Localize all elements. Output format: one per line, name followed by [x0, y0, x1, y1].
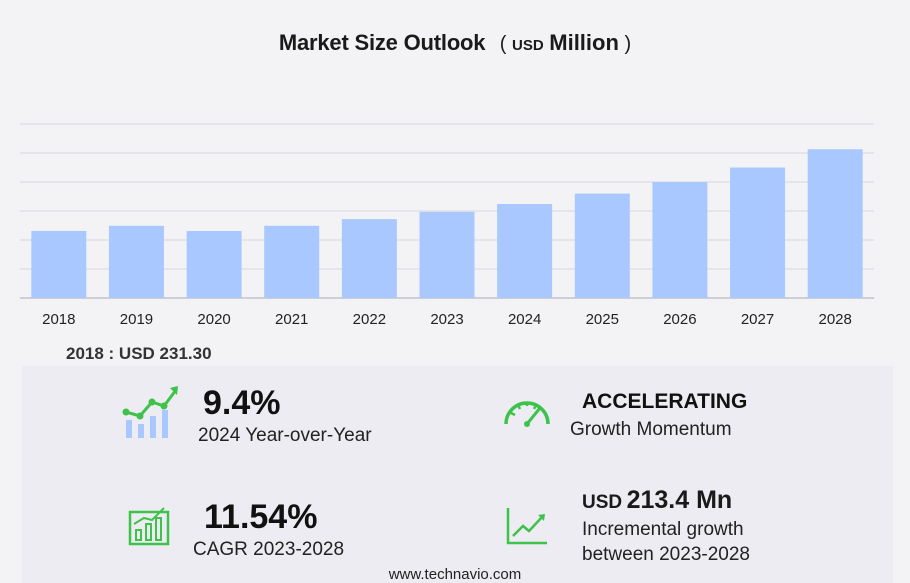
incremental-amount: 213.4 Mn — [626, 486, 733, 514]
incremental-label-1: Incremental growth — [582, 519, 744, 540]
x-tick-label: 2027 — [741, 311, 774, 328]
incremental-currency: USD — [582, 492, 623, 513]
title-currency: USD — [512, 37, 544, 54]
bar-2028 — [807, 149, 863, 298]
x-tick-label: 2019 — [120, 311, 153, 328]
x-tick-label: 2020 — [197, 311, 230, 328]
line-growth-icon — [506, 508, 547, 545]
x-tick-label: 2025 — [586, 311, 619, 328]
bar-2026 — [652, 182, 708, 298]
x-tick-label: 2022 — [353, 311, 386, 328]
bar-2018 — [31, 230, 87, 298]
base-year-label: 2018 : USD 231.30 — [66, 344, 212, 363]
footer-url: www.technavio.com — [388, 566, 522, 583]
incremental-label-2: between 2023-2028 — [582, 544, 750, 565]
bar-2020 — [186, 231, 242, 298]
chart-title: Market Size Outlook ( USD Million ) — [0, 30, 910, 56]
bar-2021 — [264, 225, 320, 298]
bar-2024 — [497, 204, 553, 298]
cagr-value: 11.54% — [204, 498, 318, 536]
x-tick-label: 2018 — [42, 311, 75, 328]
momentum-value: ACCELERATING — [582, 390, 748, 413]
x-tick-label: 2028 — [818, 311, 851, 328]
x-tick-label: 2024 — [508, 311, 541, 328]
speedometer-icon — [504, 401, 550, 427]
yoy-label: 2024 Year-over-Year — [198, 425, 372, 446]
x-tick-label: 2021 — [275, 311, 308, 328]
x-tick-label: 2026 — [663, 311, 696, 328]
bar-2027 — [730, 167, 786, 298]
title-scale: Million — [549, 30, 619, 55]
title-unit: ( USD Million ) — [499, 30, 632, 55]
title-main: Market Size Outlook — [278, 30, 486, 55]
bar-2019 — [108, 225, 164, 298]
chart-trend-icon — [128, 507, 170, 546]
bar-growth-icon — [122, 386, 178, 438]
bar-2025 — [574, 193, 630, 298]
bar-2022 — [341, 219, 397, 298]
bar-chart: 2018 2019 2020 2021 2022 2023 2024 2025 2026 2027… — [20, 123, 874, 328]
momentum-label: Growth Momentum — [570, 419, 732, 440]
bar-2023 — [419, 211, 475, 298]
yoy-value: 9.4% — [203, 384, 281, 422]
incremental-value: USD 213.4 Mn — [582, 486, 732, 515]
x-tick-label: 2023 — [430, 311, 463, 328]
cagr-label: CAGR 2023-2028 — [193, 539, 345, 560]
